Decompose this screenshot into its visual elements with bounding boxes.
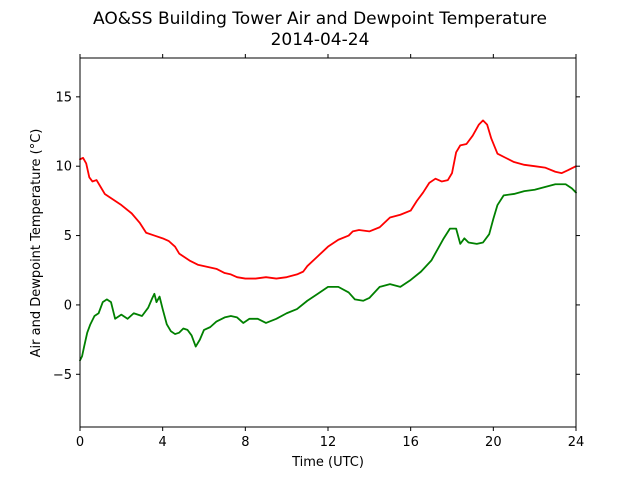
chart-subtitle: 2014-04-24 xyxy=(271,30,370,50)
plot-area xyxy=(79,57,577,428)
y-tick-label: 15 xyxy=(55,90,72,105)
y-tick-label: 10 xyxy=(55,160,72,175)
y-axis-label: Air and Dewpoint Temperature (°C) xyxy=(29,129,44,358)
y-axis: −5 0 5 10 15 xyxy=(53,90,580,383)
series-line-1 xyxy=(79,183,577,362)
x-tick-label: 12 xyxy=(320,435,337,450)
x-tick-label: 0 xyxy=(76,435,84,450)
x-tick-label: 16 xyxy=(402,435,419,450)
x-tick-label: 20 xyxy=(485,435,502,450)
chart-title: AO&SS Building Tower Air and Dewpoint Te… xyxy=(93,9,547,29)
x-axis-label: Time (UTC) xyxy=(291,455,364,470)
y-tick-label: 0 xyxy=(64,298,72,313)
series-line-0 xyxy=(79,119,577,280)
y-tick-label: −5 xyxy=(53,368,72,383)
y-tick-label: 5 xyxy=(64,229,72,244)
x-tick-label: 4 xyxy=(159,435,167,450)
x-tick-label: 24 xyxy=(568,435,585,450)
x-tick-label: 8 xyxy=(241,435,249,450)
series-layer xyxy=(79,119,577,362)
x-axis: 0 4 8 12 16 20 24 xyxy=(76,54,584,450)
plot-frame xyxy=(79,57,577,428)
